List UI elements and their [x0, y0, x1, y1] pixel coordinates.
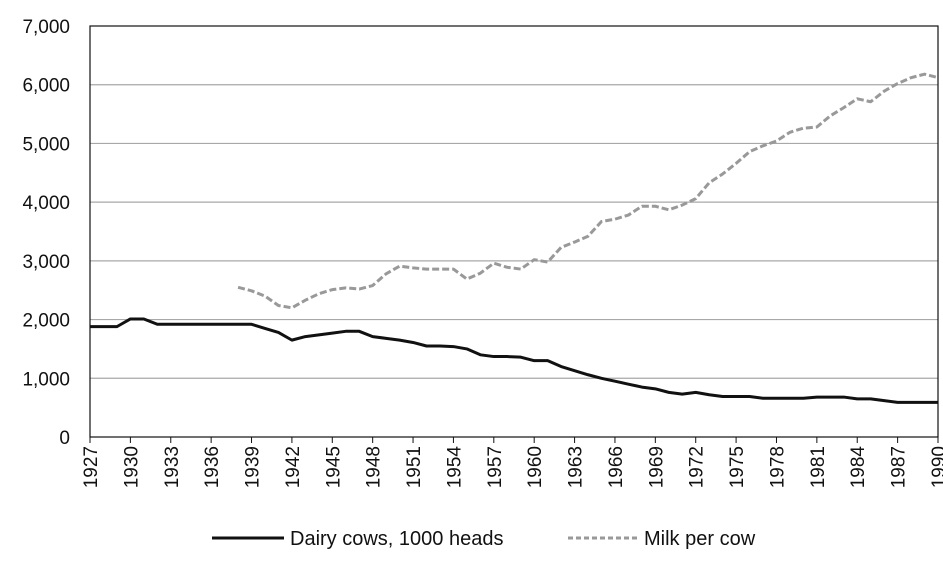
x-tick-label: 1933 [162, 446, 183, 488]
y-tick-label: 4,000 [22, 193, 70, 214]
y-tick-label: 5,000 [22, 134, 70, 155]
y-tick-label: 0 [59, 428, 70, 449]
series-line-dairy-cows [90, 317, 938, 404]
legend-label-dairy-cows: Dairy cows, 1000 heads [290, 528, 503, 550]
x-tick-label: 1990 [929, 446, 943, 488]
gridlines [90, 84, 938, 379]
y-axis-ticks: 0 1,000 2,000 3,000 4,000 5,000 6,000 7,000 [22, 17, 70, 449]
x-tick-label: 1954 [444, 446, 465, 489]
x-tick-label: 1927 [81, 446, 102, 488]
x-tick-label: 1966 [606, 446, 627, 488]
x-tick-label: 1957 [485, 446, 506, 488]
x-tick-label: 1975 [727, 446, 748, 488]
x-tick-label: 1936 [202, 446, 223, 488]
x-tick-label: 1978 [767, 446, 788, 488]
legend: Dairy cows, 1000 heads Milk per cow [212, 528, 756, 550]
x-tick-label: 1951 [404, 446, 425, 488]
legend-label-milk-per-cow: Milk per cow [644, 528, 756, 550]
x-tick-label: 1930 [121, 446, 142, 488]
x-tick-label: 1939 [243, 446, 264, 488]
y-tick-label: 6,000 [22, 76, 70, 97]
x-tick-label: 1948 [364, 446, 385, 488]
x-tick-label: 1963 [566, 446, 587, 488]
y-tick-label: 3,000 [22, 252, 70, 273]
x-tick-label: 1960 [525, 446, 546, 488]
x-tick-label: 1987 [889, 446, 910, 488]
y-tick-label: 1,000 [22, 369, 70, 390]
y-tick-label: 2,000 [22, 311, 70, 332]
x-tick-label: 1984 [848, 446, 869, 489]
x-axis-ticks: 1927 1930 1933 1936 1939 1942 1945 1948 1951 1954… [81, 437, 943, 488]
series-lines [90, 72, 939, 404]
x-tick-label: 1969 [646, 446, 667, 488]
y-tick-label: 7,000 [22, 17, 70, 38]
x-tick-label: 1942 [283, 446, 304, 488]
x-tick-label: 1981 [808, 446, 829, 488]
series-line-milk-per-cow [237, 72, 939, 310]
x-tick-label: 1972 [687, 446, 708, 488]
x-tick-label: 1945 [323, 446, 344, 488]
plot-area-frame [89, 25, 939, 438]
